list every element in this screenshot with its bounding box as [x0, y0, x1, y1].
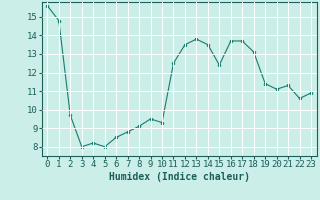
X-axis label: Humidex (Indice chaleur): Humidex (Indice chaleur)	[109, 172, 250, 182]
